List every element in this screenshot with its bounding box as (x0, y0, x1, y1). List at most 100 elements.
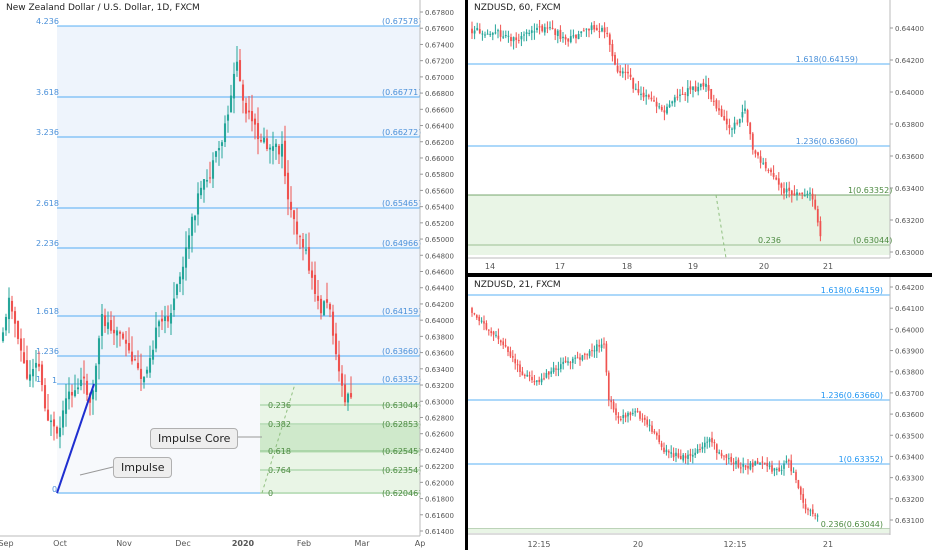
m21-candle (799, 487, 802, 495)
m21-candle (682, 454, 685, 461)
m21-candle (816, 515, 819, 517)
daily-candle (229, 95, 233, 113)
daily-candle (274, 143, 278, 147)
retracement-ratio: 0.382 (268, 420, 291, 429)
m21-chart-panel[interactable]: 1.618(0.64159) 1.236(0.63660) 1(0.63352) 0.… (468, 277, 932, 550)
h1-candle (491, 33, 494, 35)
h1-candle (585, 28, 588, 30)
h1-candle (783, 188, 785, 194)
m21-candle (701, 446, 704, 450)
m21-retracement-zone (468, 529, 890, 533)
m21-candle (607, 372, 610, 400)
daily-candle (133, 359, 137, 361)
m21-candle (603, 343, 605, 345)
daily-candle (22, 352, 26, 364)
m21-candle (528, 375, 531, 377)
daily-candle (91, 390, 95, 400)
fib-extension-ratio: 3.618 (36, 88, 59, 97)
impulse-core-zone (260, 425, 420, 453)
m21-candle (507, 346, 509, 352)
h1-candle (530, 30, 533, 33)
m21-candle (557, 368, 560, 370)
daily-candle (313, 274, 317, 294)
m21-candle (600, 344, 603, 348)
m21-candle (636, 411, 639, 413)
m21-x-label: 12:15 (527, 540, 550, 549)
daily-candle (256, 123, 260, 140)
h1-candle (723, 116, 726, 121)
daily-candle (178, 276, 182, 284)
daily-chart[interactable]: 4.236 (0.67578) 3.618 (0.66771) 3.236 (0.6627… (0, 0, 465, 550)
m21-chart[interactable]: 1.618(0.64159) 1.236(0.63660) 1(0.63352) 0.… (468, 277, 932, 550)
daily-candle (40, 364, 44, 386)
h1-candle (788, 187, 791, 191)
h1-candle (601, 27, 603, 32)
m21-candle (802, 494, 805, 503)
m21-candle (478, 316, 481, 322)
daily-candle (328, 304, 332, 310)
h1-candle (598, 31, 601, 33)
daily-candle (232, 73, 236, 99)
impulse-pointer (79, 466, 114, 476)
daily-candle (76, 387, 80, 390)
h1-candle (640, 93, 642, 95)
h1-candle (692, 86, 694, 90)
hourly-chart[interactable]: 1.618(0.64159)1.236(0.63660)1 (0.63352)0.… (468, 0, 932, 273)
h1-candle (772, 172, 775, 177)
daily-y-tick-label: 0.66000 (425, 155, 454, 163)
m21-candle (780, 469, 783, 471)
daily-candle (205, 180, 209, 182)
h1-candle (796, 192, 798, 196)
m21-candle (574, 357, 577, 359)
fib-extension-value: (0.63352) (382, 375, 421, 384)
h1-candle (543, 27, 546, 33)
h1-candle (671, 101, 674, 104)
h1-candle (593, 25, 596, 30)
daily-candle (202, 179, 206, 190)
m21-candle (744, 465, 747, 468)
m21-candle (579, 357, 581, 360)
daily-y-tick-label: 0.62600 (425, 431, 454, 439)
m21-candle (504, 344, 507, 347)
h1-candle (699, 83, 702, 87)
m21-x-label: 12:15 (723, 540, 746, 549)
h1-candle (473, 30, 476, 34)
m21-candle (471, 308, 473, 313)
h1-candle (731, 128, 733, 130)
m21-candle (703, 442, 706, 448)
daily-candle (109, 320, 113, 331)
m21-candle (634, 411, 637, 413)
daily-candle (277, 145, 281, 155)
daily-chart-panel[interactable]: 4.236 (0.67578) 3.618 (0.66771) 3.236 (0.6627… (0, 0, 465, 550)
daily-candle (28, 374, 32, 381)
h1-candle (681, 93, 684, 95)
daily-candle (349, 393, 353, 398)
m21-candle (771, 465, 773, 472)
h1-candle (806, 193, 809, 195)
h1-candle (499, 30, 502, 37)
m21-candle (783, 463, 785, 469)
m21-candle (576, 357, 579, 359)
h1-candle (546, 27, 549, 29)
daily-candle (139, 368, 143, 379)
fib-extension-ratio: 1 (36, 375, 41, 384)
h1-candle (497, 30, 499, 32)
hourly-chart-panel[interactable]: 1.618(0.64159) 1.236(0.63660) 1 (0.63352) 0.… (468, 0, 932, 273)
h1-candle (684, 93, 687, 95)
h1-candle (608, 34, 611, 45)
daily-candle (316, 295, 320, 301)
h1-candle (559, 29, 562, 39)
m21-candle (627, 412, 629, 417)
m21-y-tick-label: 0.63500 (895, 432, 924, 440)
daily-candle (106, 322, 110, 329)
m21-candle (559, 364, 562, 370)
daily-candle (112, 329, 116, 334)
h1-candle (759, 156, 762, 163)
h1-candle (520, 35, 523, 40)
h1-candle (484, 34, 486, 36)
h1-candle (507, 35, 510, 37)
m21-candle (629, 412, 632, 416)
h1-candle (588, 28, 590, 31)
daily-y-tick-label: 0.64000 (425, 317, 454, 325)
daily-candle (334, 333, 338, 355)
